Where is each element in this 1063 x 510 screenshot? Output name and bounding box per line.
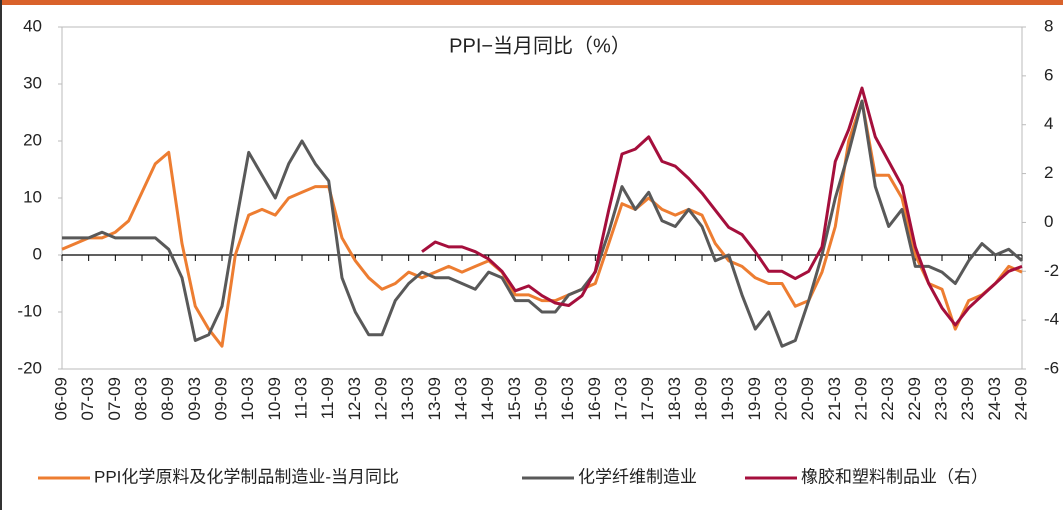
x-tick-label: 24-09 [1011, 377, 1030, 420]
x-tick-label: 09-03 [185, 377, 204, 420]
x-tick-label: 11-03 [291, 377, 310, 419]
x-tick-label: 14-03 [451, 377, 470, 420]
series-line [61, 99, 1023, 348]
y-tick-label: 40 [23, 16, 42, 35]
x-tick-label: 07-09 [105, 377, 124, 420]
x-tick-label: 08-09 [158, 377, 177, 420]
y-tick-label: -10 [17, 301, 42, 320]
y2-tick-label: 2 [1044, 163, 1053, 182]
x-tick-label: 12-09 [371, 377, 390, 420]
x-tick-label: 19-09 [745, 377, 764, 420]
x-tick-label: 19-03 [718, 377, 737, 420]
y-tick-label: 10 [23, 187, 42, 206]
x-tick-label: 18-09 [691, 377, 710, 420]
series-line [62, 99, 1023, 348]
x-tick-label: 21-03 [825, 377, 844, 420]
y-tick-label: -20 [17, 358, 42, 377]
x-tick-label: 23-03 [931, 377, 950, 420]
x-tick-label: 06-09 [51, 377, 70, 420]
x-tick-label: 20-03 [771, 377, 790, 420]
y2-tick-label: -6 [1044, 358, 1059, 377]
top-bar [0, 0, 1063, 5]
x-tick-label: 12-03 [345, 377, 364, 420]
y2-tick-label: 8 [1044, 16, 1053, 35]
x-tick-label: 21-09 [851, 377, 870, 420]
x-tick-label: 23-09 [958, 377, 977, 420]
y2-tick-label: -2 [1044, 261, 1059, 280]
x-tick-label: 09-09 [211, 377, 230, 420]
x-tick-label: 07-03 [78, 377, 97, 420]
y2-tick-label: 4 [1044, 114, 1053, 133]
y2-tick-label: 6 [1044, 65, 1053, 84]
x-tick-label: 15-09 [531, 377, 550, 420]
x-tick-label: 13-09 [425, 377, 444, 420]
x-tick-label: 17-09 [638, 377, 657, 420]
y-tick-label: 30 [23, 73, 42, 92]
x-tick-label: 18-03 [665, 377, 684, 420]
x-tick-label: 10-09 [265, 377, 284, 420]
x-tick-label: 22-03 [878, 377, 897, 420]
legend-label: PPI化学原料及化学制品制造业-当月同比 [94, 467, 399, 486]
x-tick-label: 13-03 [398, 377, 417, 420]
y2-tick-label: 0 [1044, 212, 1053, 231]
y-tick-label: 20 [23, 130, 42, 149]
x-tick-label: 11-09 [318, 377, 337, 419]
y2-tick-label: -4 [1044, 310, 1059, 329]
x-tick-label: 22-09 [905, 377, 924, 420]
x-tick-label: 24-03 [985, 377, 1004, 420]
legend-label: 橡胶和塑料制品业（右） [801, 467, 988, 486]
x-tick-label: 16-03 [558, 377, 577, 420]
x-tick-label: 10-03 [238, 377, 257, 420]
x-tick-label: 08-03 [131, 377, 150, 420]
x-tick-label: 20-09 [798, 377, 817, 420]
x-tick-label: 16-09 [585, 377, 604, 420]
x-tick-label: 15-03 [505, 377, 524, 420]
chart-title: PPI−当月同比（%） [449, 34, 631, 57]
legend-label: 化学纤维制造业 [578, 467, 697, 486]
series-line [421, 86, 1023, 327]
y-tick-label: 0 [33, 244, 42, 263]
x-tick-label: 14-09 [478, 377, 497, 420]
x-tick-label: 17-03 [611, 377, 630, 420]
